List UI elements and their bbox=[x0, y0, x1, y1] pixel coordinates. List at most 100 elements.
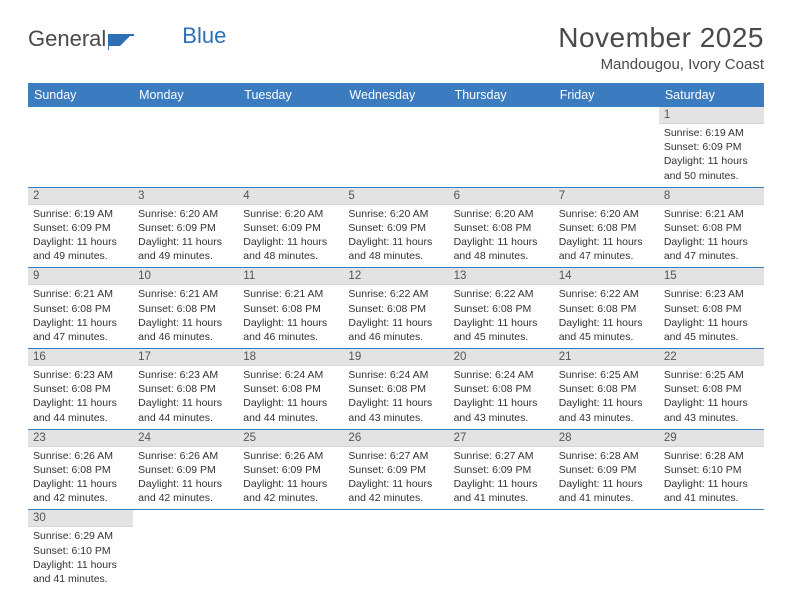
sunset-text: Sunset: 6:08 PM bbox=[33, 382, 128, 396]
calendar-cell: 1Sunrise: 6:19 AMSunset: 6:09 PMDaylight… bbox=[659, 107, 764, 187]
sunset-text: Sunset: 6:08 PM bbox=[664, 382, 759, 396]
calendar-cell bbox=[238, 510, 343, 590]
daylight-text: Daylight: 11 hours and 42 minutes. bbox=[243, 477, 338, 505]
sunset-text: Sunset: 6:08 PM bbox=[348, 302, 443, 316]
day-number: 29 bbox=[659, 430, 764, 447]
calendar-cell: 15Sunrise: 6:23 AMSunset: 6:08 PMDayligh… bbox=[659, 268, 764, 349]
daylight-text: Daylight: 11 hours and 47 minutes. bbox=[559, 235, 654, 263]
calendar-cell: 7Sunrise: 6:20 AMSunset: 6:08 PMDaylight… bbox=[554, 187, 659, 268]
calendar-cell bbox=[449, 107, 554, 187]
sunrise-text: Sunrise: 6:27 AM bbox=[454, 449, 549, 463]
daylight-text: Daylight: 11 hours and 48 minutes. bbox=[348, 235, 443, 263]
day-number: 15 bbox=[659, 268, 764, 285]
calendar-cell: 23Sunrise: 6:26 AMSunset: 6:08 PMDayligh… bbox=[28, 429, 133, 510]
calendar-cell bbox=[554, 510, 659, 590]
day-number: 8 bbox=[659, 188, 764, 205]
day-body: Sunrise: 6:22 AMSunset: 6:08 PMDaylight:… bbox=[554, 285, 659, 348]
sunset-text: Sunset: 6:09 PM bbox=[559, 463, 654, 477]
sunrise-text: Sunrise: 6:23 AM bbox=[664, 287, 759, 301]
sunrise-text: Sunrise: 6:28 AM bbox=[664, 449, 759, 463]
calendar-cell: 17Sunrise: 6:23 AMSunset: 6:08 PMDayligh… bbox=[133, 349, 238, 430]
day-number: 26 bbox=[343, 430, 448, 447]
day-body: Sunrise: 6:21 AMSunset: 6:08 PMDaylight:… bbox=[238, 285, 343, 348]
day-body: Sunrise: 6:19 AMSunset: 6:09 PMDaylight:… bbox=[28, 205, 133, 268]
calendar-cell bbox=[238, 107, 343, 187]
daylight-text: Daylight: 11 hours and 41 minutes. bbox=[454, 477, 549, 505]
daylight-text: Daylight: 11 hours and 42 minutes. bbox=[33, 477, 128, 505]
sunset-text: Sunset: 6:09 PM bbox=[454, 463, 549, 477]
daylight-text: Daylight: 11 hours and 47 minutes. bbox=[33, 316, 128, 344]
day-body: Sunrise: 6:27 AMSunset: 6:09 PMDaylight:… bbox=[449, 447, 554, 510]
day-header-row: Sunday Monday Tuesday Wednesday Thursday… bbox=[28, 83, 764, 107]
sunset-text: Sunset: 6:08 PM bbox=[138, 382, 233, 396]
calendar-cell: 16Sunrise: 6:23 AMSunset: 6:08 PMDayligh… bbox=[28, 349, 133, 430]
day-body: Sunrise: 6:21 AMSunset: 6:08 PMDaylight:… bbox=[133, 285, 238, 348]
sunset-text: Sunset: 6:09 PM bbox=[138, 463, 233, 477]
daylight-text: Daylight: 11 hours and 41 minutes. bbox=[559, 477, 654, 505]
calendar-cell bbox=[133, 510, 238, 590]
calendar-week-row: 16Sunrise: 6:23 AMSunset: 6:08 PMDayligh… bbox=[28, 349, 764, 430]
day-body: Sunrise: 6:20 AMSunset: 6:09 PMDaylight:… bbox=[238, 205, 343, 268]
sunrise-text: Sunrise: 6:23 AM bbox=[33, 368, 128, 382]
calendar-body: 1Sunrise: 6:19 AMSunset: 6:09 PMDaylight… bbox=[28, 107, 764, 590]
daylight-text: Daylight: 11 hours and 46 minutes. bbox=[138, 316, 233, 344]
sunset-text: Sunset: 6:09 PM bbox=[138, 221, 233, 235]
daylight-text: Daylight: 11 hours and 43 minutes. bbox=[664, 396, 759, 424]
day-body: Sunrise: 6:21 AMSunset: 6:08 PMDaylight:… bbox=[28, 285, 133, 348]
sunrise-text: Sunrise: 6:22 AM bbox=[348, 287, 443, 301]
day-body: Sunrise: 6:22 AMSunset: 6:08 PMDaylight:… bbox=[343, 285, 448, 348]
day-body: Sunrise: 6:26 AMSunset: 6:09 PMDaylight:… bbox=[133, 447, 238, 510]
calendar-cell: 28Sunrise: 6:28 AMSunset: 6:09 PMDayligh… bbox=[554, 429, 659, 510]
day-body: Sunrise: 6:26 AMSunset: 6:09 PMDaylight:… bbox=[238, 447, 343, 510]
calendar-week-row: 9Sunrise: 6:21 AMSunset: 6:08 PMDaylight… bbox=[28, 268, 764, 349]
day-body: Sunrise: 6:28 AMSunset: 6:09 PMDaylight:… bbox=[554, 447, 659, 510]
day-body: Sunrise: 6:25 AMSunset: 6:08 PMDaylight:… bbox=[659, 366, 764, 429]
day-body: Sunrise: 6:24 AMSunset: 6:08 PMDaylight:… bbox=[449, 366, 554, 429]
sunset-text: Sunset: 6:09 PM bbox=[664, 140, 759, 154]
calendar-cell: 20Sunrise: 6:24 AMSunset: 6:08 PMDayligh… bbox=[449, 349, 554, 430]
sunrise-text: Sunrise: 6:20 AM bbox=[348, 207, 443, 221]
sunrise-text: Sunrise: 6:26 AM bbox=[138, 449, 233, 463]
calendar-cell: 4Sunrise: 6:20 AMSunset: 6:09 PMDaylight… bbox=[238, 187, 343, 268]
daylight-text: Daylight: 11 hours and 45 minutes. bbox=[454, 316, 549, 344]
day-number: 4 bbox=[238, 188, 343, 205]
sunrise-text: Sunrise: 6:20 AM bbox=[138, 207, 233, 221]
day-number: 18 bbox=[238, 349, 343, 366]
day-body: Sunrise: 6:26 AMSunset: 6:08 PMDaylight:… bbox=[28, 447, 133, 510]
calendar-page: General Blue November 2025 Mandougou, Iv… bbox=[0, 0, 792, 600]
sunrise-text: Sunrise: 6:22 AM bbox=[559, 287, 654, 301]
calendar-cell bbox=[449, 510, 554, 590]
calendar-cell bbox=[133, 107, 238, 187]
sunrise-text: Sunrise: 6:20 AM bbox=[243, 207, 338, 221]
daylight-text: Daylight: 11 hours and 47 minutes. bbox=[664, 235, 759, 263]
day-number: 24 bbox=[133, 430, 238, 447]
calendar-cell: 12Sunrise: 6:22 AMSunset: 6:08 PMDayligh… bbox=[343, 268, 448, 349]
daylight-text: Daylight: 11 hours and 42 minutes. bbox=[138, 477, 233, 505]
sunrise-text: Sunrise: 6:21 AM bbox=[664, 207, 759, 221]
day-header: Monday bbox=[133, 83, 238, 107]
calendar-cell bbox=[659, 510, 764, 590]
day-body: Sunrise: 6:28 AMSunset: 6:10 PMDaylight:… bbox=[659, 447, 764, 510]
sunset-text: Sunset: 6:09 PM bbox=[33, 221, 128, 235]
sunrise-text: Sunrise: 6:19 AM bbox=[33, 207, 128, 221]
calendar-cell: 13Sunrise: 6:22 AMSunset: 6:08 PMDayligh… bbox=[449, 268, 554, 349]
day-body: Sunrise: 6:27 AMSunset: 6:09 PMDaylight:… bbox=[343, 447, 448, 510]
daylight-text: Daylight: 11 hours and 48 minutes. bbox=[243, 235, 338, 263]
logo-flag-icon bbox=[108, 30, 134, 48]
sunset-text: Sunset: 6:08 PM bbox=[454, 382, 549, 396]
sunrise-text: Sunrise: 6:26 AM bbox=[33, 449, 128, 463]
daylight-text: Daylight: 11 hours and 41 minutes. bbox=[664, 477, 759, 505]
day-number: 28 bbox=[554, 430, 659, 447]
daylight-text: Daylight: 11 hours and 43 minutes. bbox=[559, 396, 654, 424]
daylight-text: Daylight: 11 hours and 41 minutes. bbox=[33, 558, 128, 586]
day-body: Sunrise: 6:20 AMSunset: 6:09 PMDaylight:… bbox=[343, 205, 448, 268]
calendar-cell bbox=[343, 107, 448, 187]
day-header: Sunday bbox=[28, 83, 133, 107]
daylight-text: Daylight: 11 hours and 46 minutes. bbox=[243, 316, 338, 344]
calendar-cell bbox=[554, 107, 659, 187]
calendar-cell: 24Sunrise: 6:26 AMSunset: 6:09 PMDayligh… bbox=[133, 429, 238, 510]
day-number: 11 bbox=[238, 268, 343, 285]
day-header: Wednesday bbox=[343, 83, 448, 107]
daylight-text: Daylight: 11 hours and 44 minutes. bbox=[33, 396, 128, 424]
day-header: Tuesday bbox=[238, 83, 343, 107]
